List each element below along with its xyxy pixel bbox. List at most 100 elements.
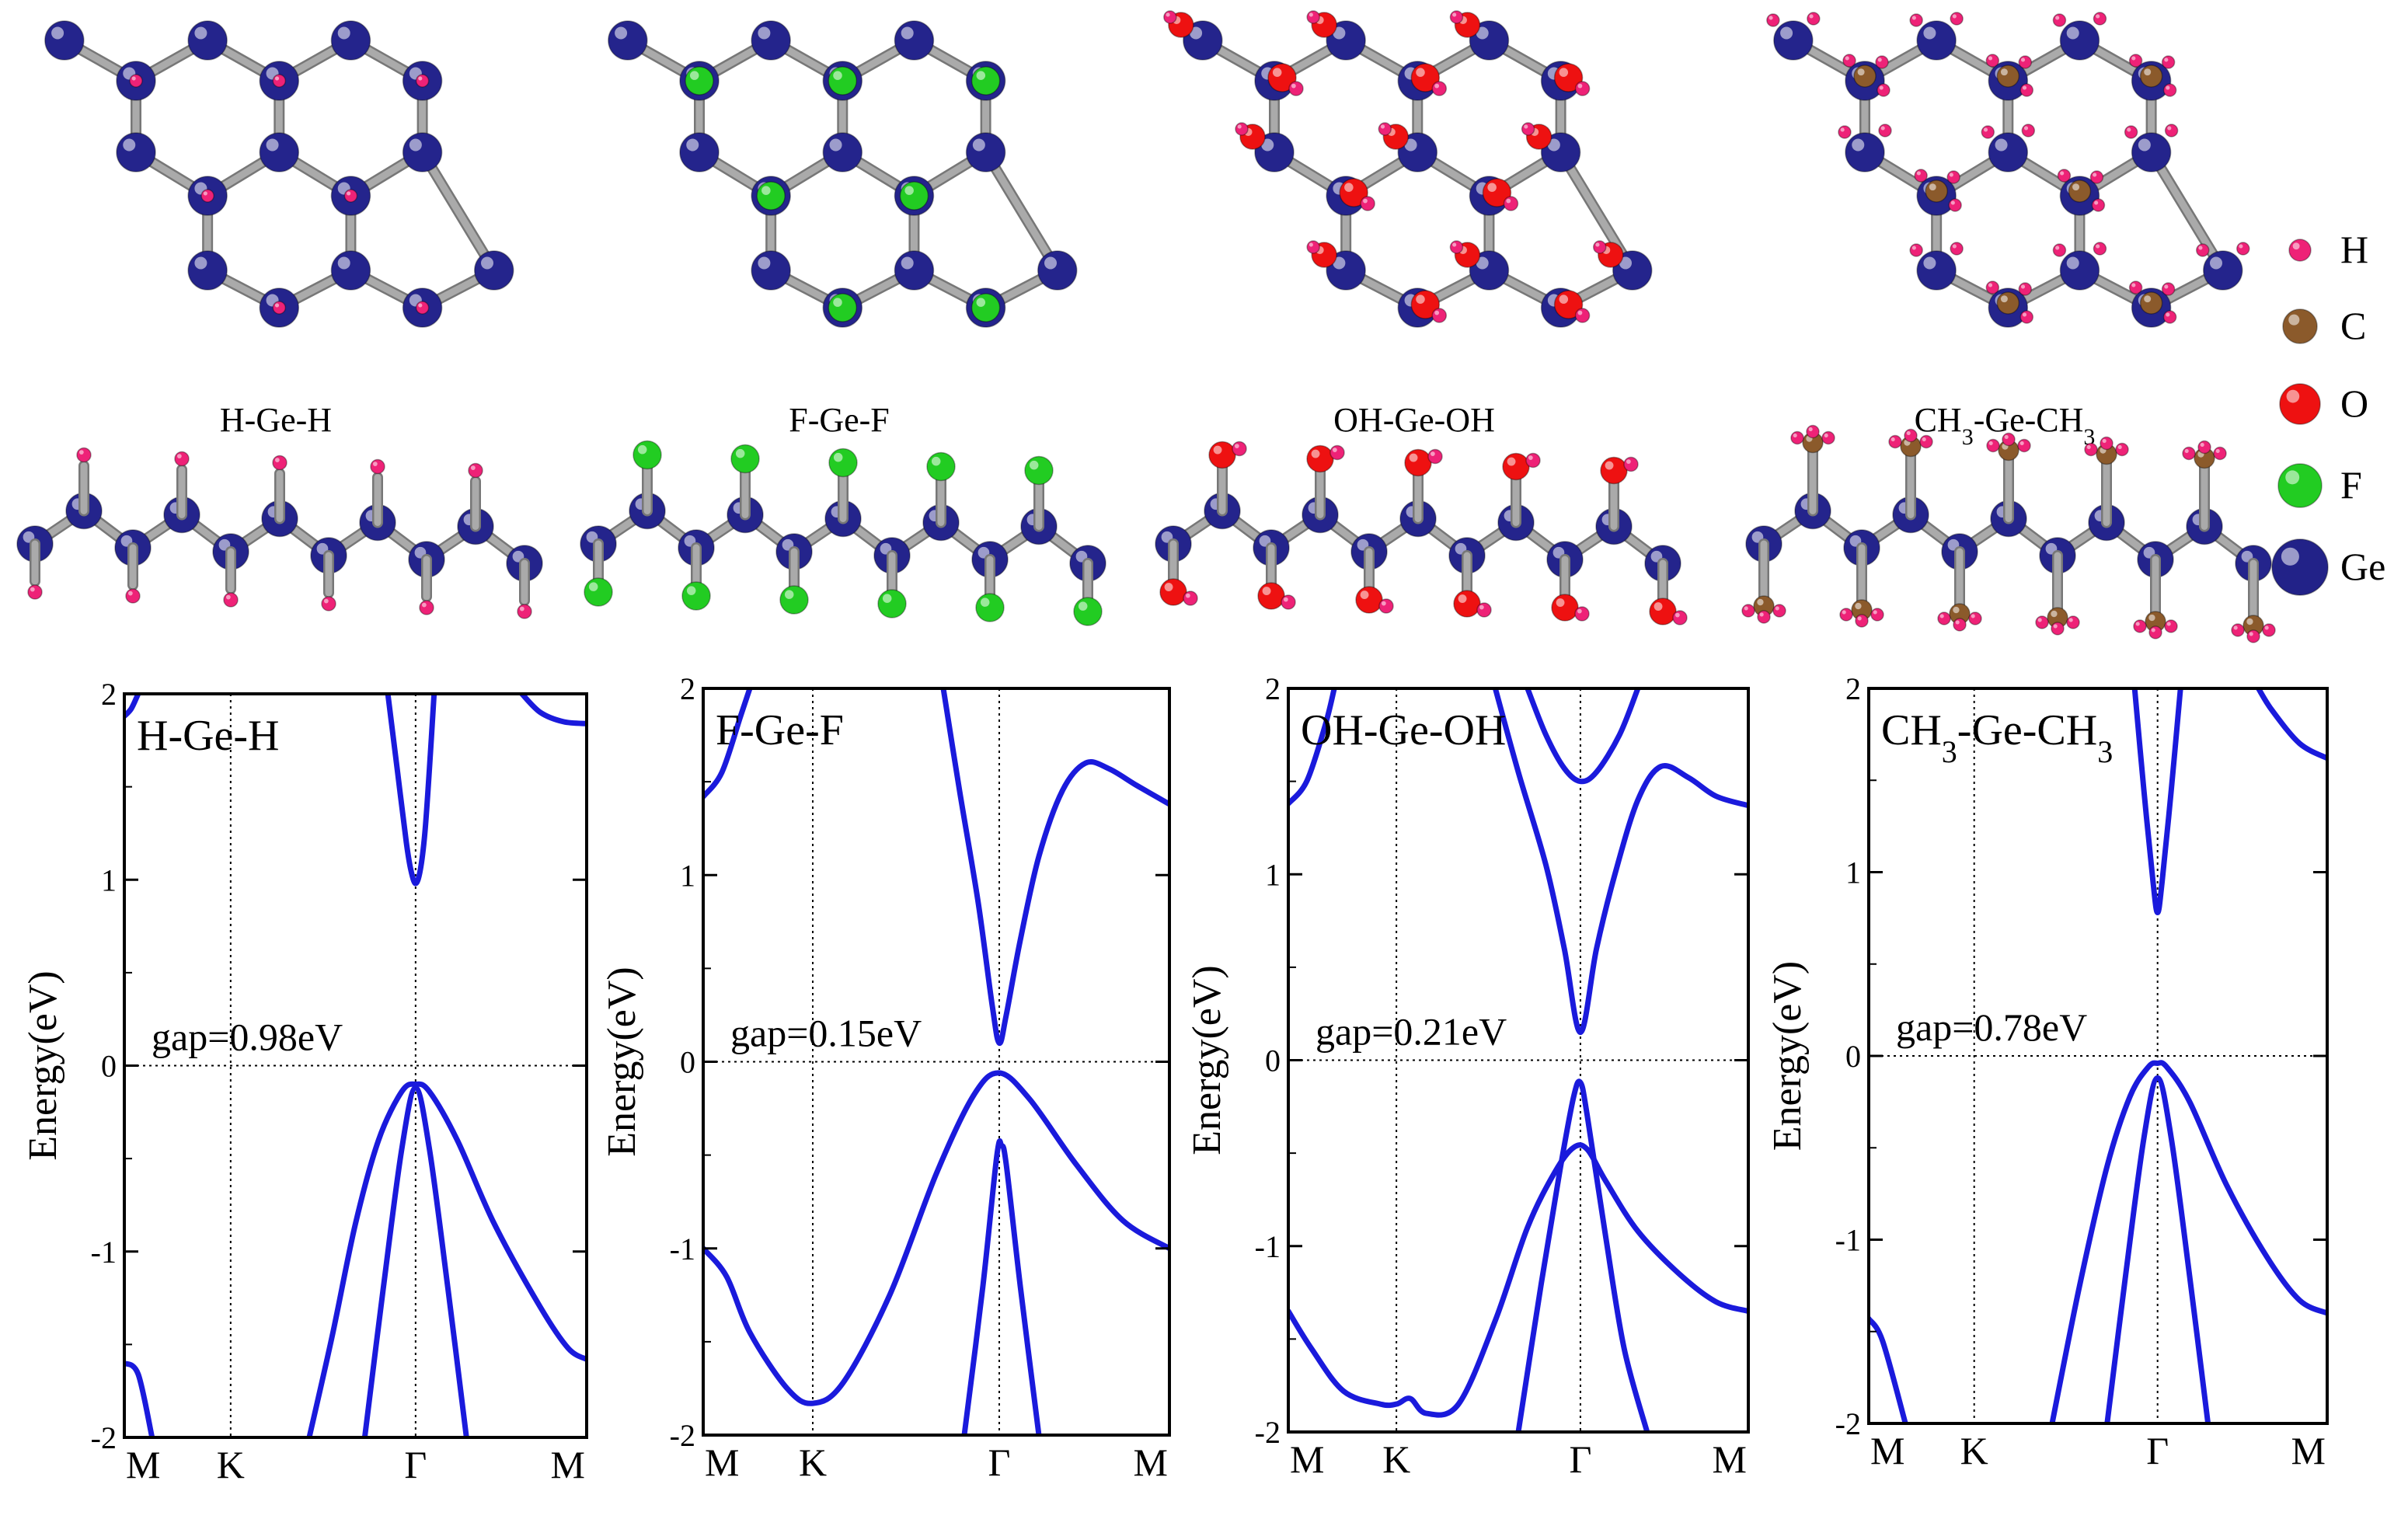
o-atom-side-highlight [1458,594,1467,603]
title-part: 3 [2097,734,2113,769]
legend-label: H [2340,228,2368,271]
h-atom-side-highlight [1857,616,1862,621]
y-tick-label: 0 [101,1049,117,1084]
h-atom-side-highlight [2184,448,2189,454]
ge-atom [1845,132,1885,172]
h-atom-side-highlight [470,465,476,470]
h-atom [2019,310,2034,324]
ge-atom [187,250,228,291]
ge-atom-highlight [972,138,985,152]
o-atom-side [1257,582,1285,610]
o-atom-side [1355,586,1383,614]
o-atom-highlight [1416,294,1425,304]
h-atom [2019,83,2034,97]
c-atom-side-highlight [2246,618,2253,625]
h-atom-highlight [1506,198,1511,204]
c-atom-highlight [2000,68,2008,76]
x-tick-label: M [126,1443,160,1486]
c-atom-side-highlight [2148,614,2155,622]
band-vb3 [1869,1315,1908,1423]
y-tick-label: -2 [1255,1415,1281,1450]
h-atom-side-highlight [176,454,182,458]
y-axis-label: Energy(eV) [600,967,644,1157]
h-atom [2236,242,2250,256]
x-tick-label: M [705,1441,739,1484]
f-atom-highlight [689,71,699,80]
f-atom-side-highlight [882,594,892,603]
h-atom [2052,243,2067,257]
band-vb2 [361,1085,469,1437]
h-atom [200,189,214,203]
h-atom-highlight [1880,126,1885,131]
band-vb1 [1288,1142,1748,1418]
h-atom-side [1329,444,1345,461]
band-vb1 [703,1070,1169,1406]
h-atom [2161,282,2176,296]
h-atom-side-highlight [2068,618,2073,622]
h-atom-highlight [2060,171,2065,176]
h-atom-side [321,596,336,611]
h-atom-highlight [1577,310,1583,315]
ge-atom [1916,250,1957,291]
h-atom-side-highlight [225,594,231,600]
o-atom-side [1453,590,1481,618]
y-tick-label: -2 [1835,1406,1861,1441]
o-atom-side [1159,578,1187,606]
h-atom-side [1232,441,1247,457]
h-atom-side-highlight [1577,608,1582,614]
h-atom-side-highlight [2037,618,2042,622]
band-panel-1: -2 -1 0 1 2 M K Γ M Energy(eV) H-Ge-H gap=0.98eV [21,677,588,1486]
f-atom-side-highlight [980,597,990,607]
h-atom-highlight [1577,83,1583,89]
h-atom-side [1757,610,1771,624]
h-atom [1503,196,1519,211]
h-atom-side-highlight [1971,614,1975,618]
h-atom-side [2051,622,2065,636]
c-atom [2139,64,2163,88]
h-atom-highlight [1911,246,1916,250]
y-tick-label: 1 [1265,857,1281,892]
h-atom-highlight [2131,56,2136,61]
ge-atom [1037,250,1078,291]
h-atom-side [174,451,190,467]
ge-atom-highlight [194,26,207,40]
o-atom-side-highlight [1213,445,1222,455]
ge-atom-highlight [194,256,207,270]
h-atom-highlight [1952,14,1957,19]
legend-item-o: O [2279,381,2368,425]
ge-atom [187,20,228,61]
h-atom-highlight [418,76,423,81]
h-atom-side-highlight [1528,455,1533,460]
f-atom-side-highlight [931,456,941,466]
h-atom-side-highlight [1808,427,1813,432]
label-part: CH [1915,401,1962,439]
h-atom-side [2148,625,2162,639]
h-atom [1807,12,1821,26]
label-part: 3 [1962,424,1974,450]
bands [1869,688,2327,1423]
h-atom-highlight [2055,246,2060,250]
h-atom [1838,125,1852,139]
h-atom-side-highlight [421,602,427,608]
h-atom-side-highlight [2135,622,2140,626]
x-tick-label: M [551,1443,585,1486]
x-tick-label: M [1134,1441,1168,1484]
x-tick-label: K [217,1443,245,1486]
h-atom-side-highlight [2086,444,2091,450]
h-atom [1878,124,1892,138]
h-atom-highlight [1166,12,1170,17]
x-tick-label: K [1382,1437,1410,1481]
h-atom-side-highlight [2249,632,2253,636]
f-atom-side [1073,597,1103,626]
h-atom [1163,10,1177,24]
h-atom-side [370,458,385,475]
h-atom [2128,280,2143,294]
ge-atom [2059,20,2100,61]
structure-f: F-Ge-F [580,20,1106,626]
x-tick-label: K [1960,1429,1988,1472]
h-atom-side [27,584,43,600]
o-atom-highlight [1344,183,1354,192]
h-atom-highlight [2164,284,2169,289]
